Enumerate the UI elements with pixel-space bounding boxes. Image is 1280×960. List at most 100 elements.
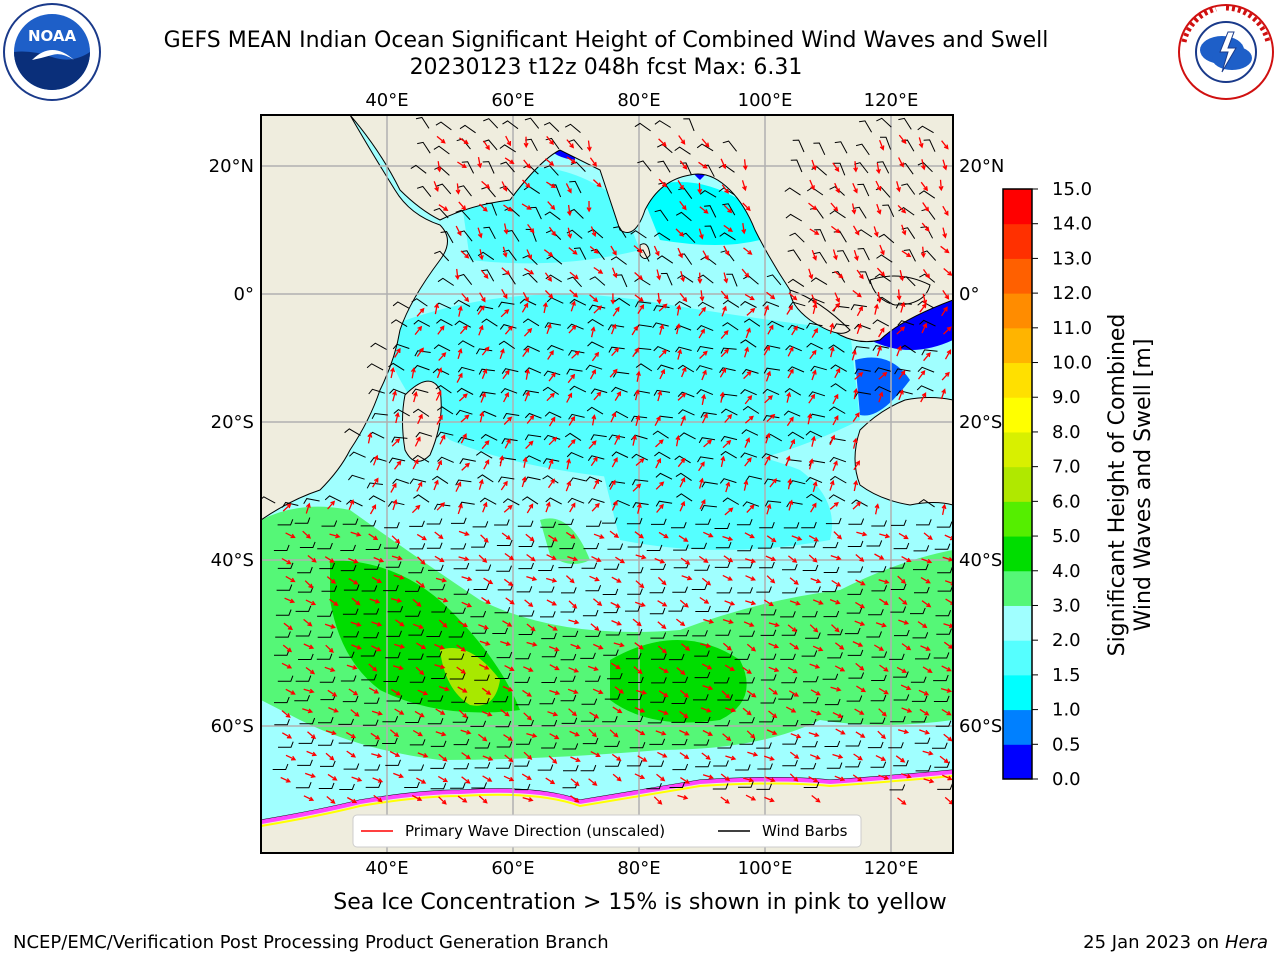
wave-direction-arrow — [610, 601, 621, 608]
wind-barb — [784, 187, 801, 196]
wind-barb — [741, 368, 759, 375]
wind-barb — [538, 586, 555, 593]
wind-barb — [694, 650, 710, 657]
wave-direction-arrow — [942, 227, 948, 239]
wave-direction-arrow — [635, 728, 646, 736]
wave-direction-arrow — [878, 687, 889, 695]
wave-direction-arrow — [720, 158, 727, 170]
wind-barb — [625, 652, 642, 660]
wind-barb — [756, 586, 772, 593]
wind-barb — [898, 206, 915, 216]
colorbar: 0.00.51.01.52.03.04.05.06.07.08.09.010.0… — [1002, 179, 1092, 790]
wind-barb — [411, 388, 429, 395]
wave-direction-arrow — [786, 416, 794, 427]
wave-direction-arrow — [614, 390, 622, 401]
wind-barb — [802, 697, 819, 704]
wave-direction-arrow — [523, 159, 531, 169]
wind-barb — [917, 300, 934, 309]
wind-barb — [828, 406, 846, 414]
wave-direction-arrow — [898, 389, 904, 401]
wave-direction-arrow — [455, 225, 462, 237]
wind-barb — [889, 784, 906, 791]
wave-direction-arrow — [832, 393, 839, 405]
wave-direction-arrow — [567, 688, 579, 695]
wave-direction-arrow — [435, 708, 446, 715]
wave-direction-arrow — [479, 203, 488, 212]
wind-barb — [448, 631, 465, 638]
wave-direction-arrow — [390, 597, 403, 603]
wave-direction-arrow — [416, 777, 427, 784]
wave-direction-arrow — [436, 414, 443, 425]
wind-barb — [626, 628, 643, 636]
wave-direction-arrow — [281, 710, 291, 718]
colorbar-segment — [1003, 431, 1032, 468]
lon-label-top-100e: 100°E — [738, 90, 793, 111]
wind-barb — [611, 386, 628, 393]
wave-direction-arrow — [458, 556, 470, 562]
wave-direction-arrow — [811, 794, 821, 803]
wave-direction-arrow — [874, 503, 880, 515]
wind-barb — [564, 123, 581, 133]
wave-direction-arrow — [875, 162, 881, 175]
wave-direction-arrow — [808, 554, 818, 563]
wave-direction-arrow — [478, 324, 484, 336]
wind-barb — [933, 674, 949, 682]
wave-direction-arrow — [741, 180, 747, 192]
wind-barb — [782, 760, 798, 767]
wind-barb — [343, 763, 360, 770]
wave-direction-arrow — [566, 139, 575, 149]
wind-barb — [668, 605, 684, 612]
wave-direction-arrow — [855, 554, 865, 562]
wave-direction-arrow — [698, 228, 704, 240]
wave-direction-arrow — [346, 750, 357, 758]
wave-direction-arrow — [785, 455, 791, 467]
lon-label-bottom-40e: 40°E — [365, 858, 408, 879]
wave-direction-arrow — [901, 707, 913, 713]
wave-direction-arrow — [877, 730, 886, 740]
wind-barb — [715, 629, 731, 636]
wind-barb — [801, 650, 818, 657]
wave-direction-arrow — [565, 575, 575, 584]
wave-direction-arrow — [478, 624, 489, 630]
wind-barb — [697, 301, 715, 309]
wave-direction-arrow — [589, 369, 596, 380]
wind-barb — [891, 519, 907, 526]
wave-direction-arrow — [744, 415, 754, 424]
wind-barb — [627, 588, 643, 595]
wave-direction-arrow — [456, 666, 467, 674]
wave-direction-arrow — [505, 597, 515, 605]
wind-barb — [763, 344, 781, 351]
lat-label-right-20s: 20°S — [959, 412, 1002, 433]
wave-direction-arrow — [724, 664, 735, 672]
wind-barb — [390, 319, 408, 328]
wind-barb — [766, 274, 782, 286]
wave-direction-arrow — [769, 478, 777, 488]
wave-direction-arrow — [680, 777, 690, 784]
wind-barb — [568, 349, 585, 356]
lat-label-right-20n: 20°N — [959, 156, 1004, 177]
wind-barb — [432, 475, 449, 485]
wave-direction-arrow — [876, 291, 882, 304]
wave-direction-arrow — [281, 557, 292, 565]
wave-direction-arrow — [592, 598, 603, 606]
wave-direction-arrow — [896, 181, 901, 193]
lon-label-bottom-120e: 120°E — [864, 858, 919, 879]
wave-direction-arrow — [610, 245, 617, 256]
wave-direction-arrow — [482, 501, 488, 513]
wind-barb — [496, 565, 512, 572]
wind-barb — [867, 741, 884, 749]
colorbar-tick-label: 8.0 — [1052, 422, 1081, 443]
wave-direction-arrow — [417, 689, 429, 696]
wave-direction-arrow — [634, 272, 644, 281]
wind-barb — [457, 273, 473, 286]
wind-barb — [321, 585, 338, 592]
wind-barb — [870, 761, 887, 768]
wave-direction-arrow — [834, 270, 844, 279]
wind-barb — [672, 676, 689, 683]
wind-barb — [806, 493, 823, 502]
wind-barbs-layer — [261, 116, 953, 791]
wave-direction-arrow — [526, 414, 535, 424]
wind-barb — [494, 607, 511, 614]
wave-direction-arrow — [919, 708, 930, 716]
